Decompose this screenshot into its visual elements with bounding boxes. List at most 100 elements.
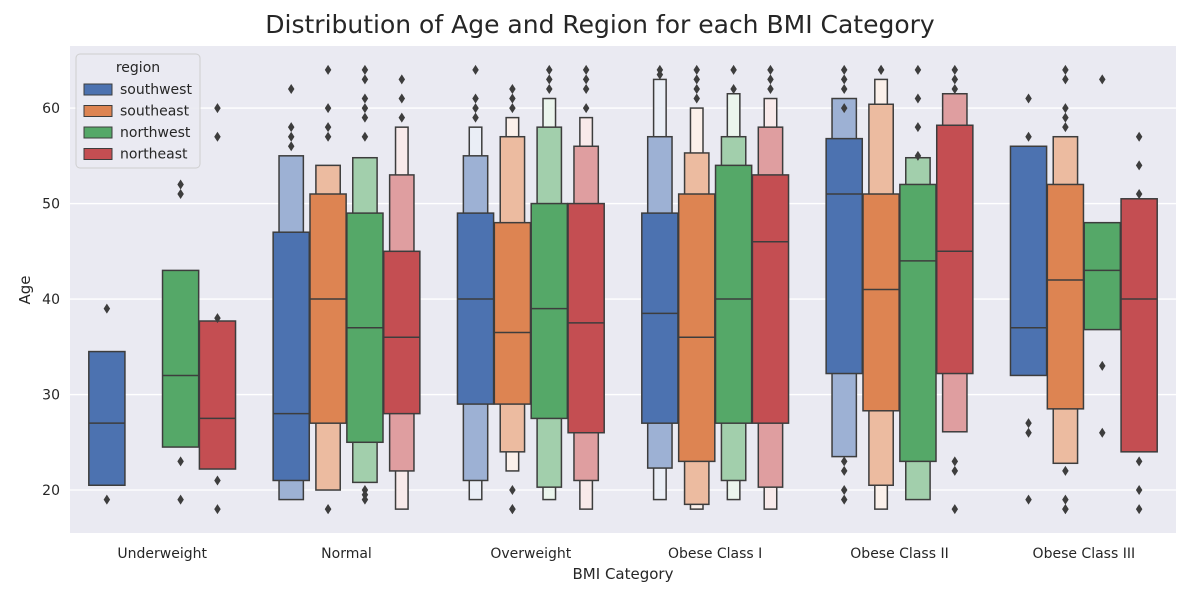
outlier-point: [324, 504, 332, 515]
outlier-point: [1099, 360, 1106, 371]
outlier-point: [1135, 504, 1143, 515]
x-tick-label: Underweight: [117, 546, 207, 562]
box-iqr: [1083, 221, 1122, 331]
outlier-point: [1099, 74, 1106, 85]
box-group: [456, 64, 495, 501]
outlier-point: [914, 64, 922, 75]
outlier-point: [1062, 64, 1069, 75]
outlier-point: [840, 494, 848, 505]
outlier-point: [1062, 122, 1069, 133]
outlier-point: [398, 74, 406, 85]
outlier-point: [1025, 494, 1032, 505]
outlier-point: [214, 313, 221, 324]
outlier-point: [509, 103, 516, 114]
box-iqr: [935, 124, 974, 375]
box-group: [530, 64, 569, 501]
outlier-point: [546, 74, 553, 85]
outlier-point: [324, 122, 332, 133]
box-group: [198, 103, 237, 515]
outlier-point: [767, 74, 774, 85]
outlier-point: [951, 456, 959, 467]
outlier-point: [951, 465, 959, 476]
outlier-point: [840, 456, 848, 467]
box-group: [346, 64, 384, 505]
outlier-point: [214, 504, 221, 515]
outlier-point: [287, 122, 295, 133]
outlier-point: [472, 93, 479, 104]
box-group: [714, 64, 753, 501]
outlier-point: [1062, 74, 1069, 85]
box-group: [751, 64, 790, 510]
outlier-point: [1025, 93, 1032, 104]
box-iqr: [382, 250, 421, 415]
legend-swatch: [83, 83, 113, 96]
outlier-point: [730, 83, 737, 94]
outlier-point: [287, 131, 295, 142]
chart-title: Distribution of Age and Region for each …: [265, 10, 935, 39]
outlier-point: [582, 103, 590, 114]
box-group: [1120, 131, 1158, 515]
box-group: [677, 64, 716, 510]
outlier-point: [214, 103, 221, 114]
outlier-point: [324, 64, 332, 75]
x-tick-label: Obese Class III: [1033, 546, 1136, 562]
box-iqr: [1009, 145, 1048, 377]
outlier-point: [361, 131, 369, 142]
outlier-point: [951, 504, 959, 515]
box-iqr: [714, 164, 753, 424]
box-group: [493, 83, 532, 515]
outlier-point: [1025, 427, 1032, 438]
boxes-layer: [88, 64, 1158, 515]
outlier-point: [361, 93, 369, 104]
outlier-point: [1025, 418, 1032, 429]
outlier-point: [177, 494, 184, 505]
x-tick-label: Overweight: [490, 546, 571, 562]
box-group: [1046, 64, 1085, 515]
outlier-point: [693, 64, 700, 75]
outlier-point: [730, 64, 737, 75]
box-iqr: [530, 202, 569, 420]
box-group: [382, 74, 421, 510]
outlier-point: [177, 456, 184, 467]
box-group: [899, 64, 937, 501]
box-iqr: [161, 269, 200, 448]
grid-layer: [70, 107, 1176, 491]
box-group: [272, 83, 311, 501]
box-group: [88, 303, 126, 505]
outlier-point: [214, 475, 221, 486]
outlier-point: [656, 69, 664, 80]
outlier-point: [324, 103, 332, 114]
axis-layer: 20 30 40 50 60 Underweight Normal Overweight Obe…: [42, 101, 1135, 562]
outlier-point: [840, 485, 848, 496]
x-tick-label: Obese Class I: [668, 546, 762, 562]
outlier-point: [509, 504, 516, 515]
outlier-point: [951, 83, 959, 94]
box-group: [1083, 74, 1122, 438]
legend-swatch: [83, 148, 113, 160]
box-group: [825, 64, 864, 505]
y-tick-label: 30: [42, 388, 60, 404]
outlier-point: [398, 112, 406, 123]
outlier-point: [693, 93, 700, 104]
outlier-point: [324, 131, 332, 142]
outlier-point: [840, 64, 848, 75]
outlier-point: [693, 74, 700, 85]
outlier-point: [472, 64, 479, 75]
outlier-point: [914, 122, 922, 133]
outlier-point: [1135, 189, 1143, 200]
outlier-point: [693, 83, 700, 94]
box-iqr: [677, 193, 716, 463]
x-tick-label: Normal: [321, 546, 372, 562]
box-group: [862, 64, 900, 510]
legend-swatch: [83, 105, 113, 117]
outlier-point: [287, 141, 295, 152]
outlier-point: [1135, 160, 1143, 171]
outlier-point: [472, 103, 479, 114]
outlier-point: [582, 74, 590, 85]
outlier-point: [398, 93, 406, 104]
outlier-point: [840, 74, 848, 85]
outlier-point: [1062, 103, 1069, 114]
outlier-point: [103, 494, 111, 505]
box-group: [935, 64, 974, 515]
outlier-point: [1135, 456, 1143, 467]
